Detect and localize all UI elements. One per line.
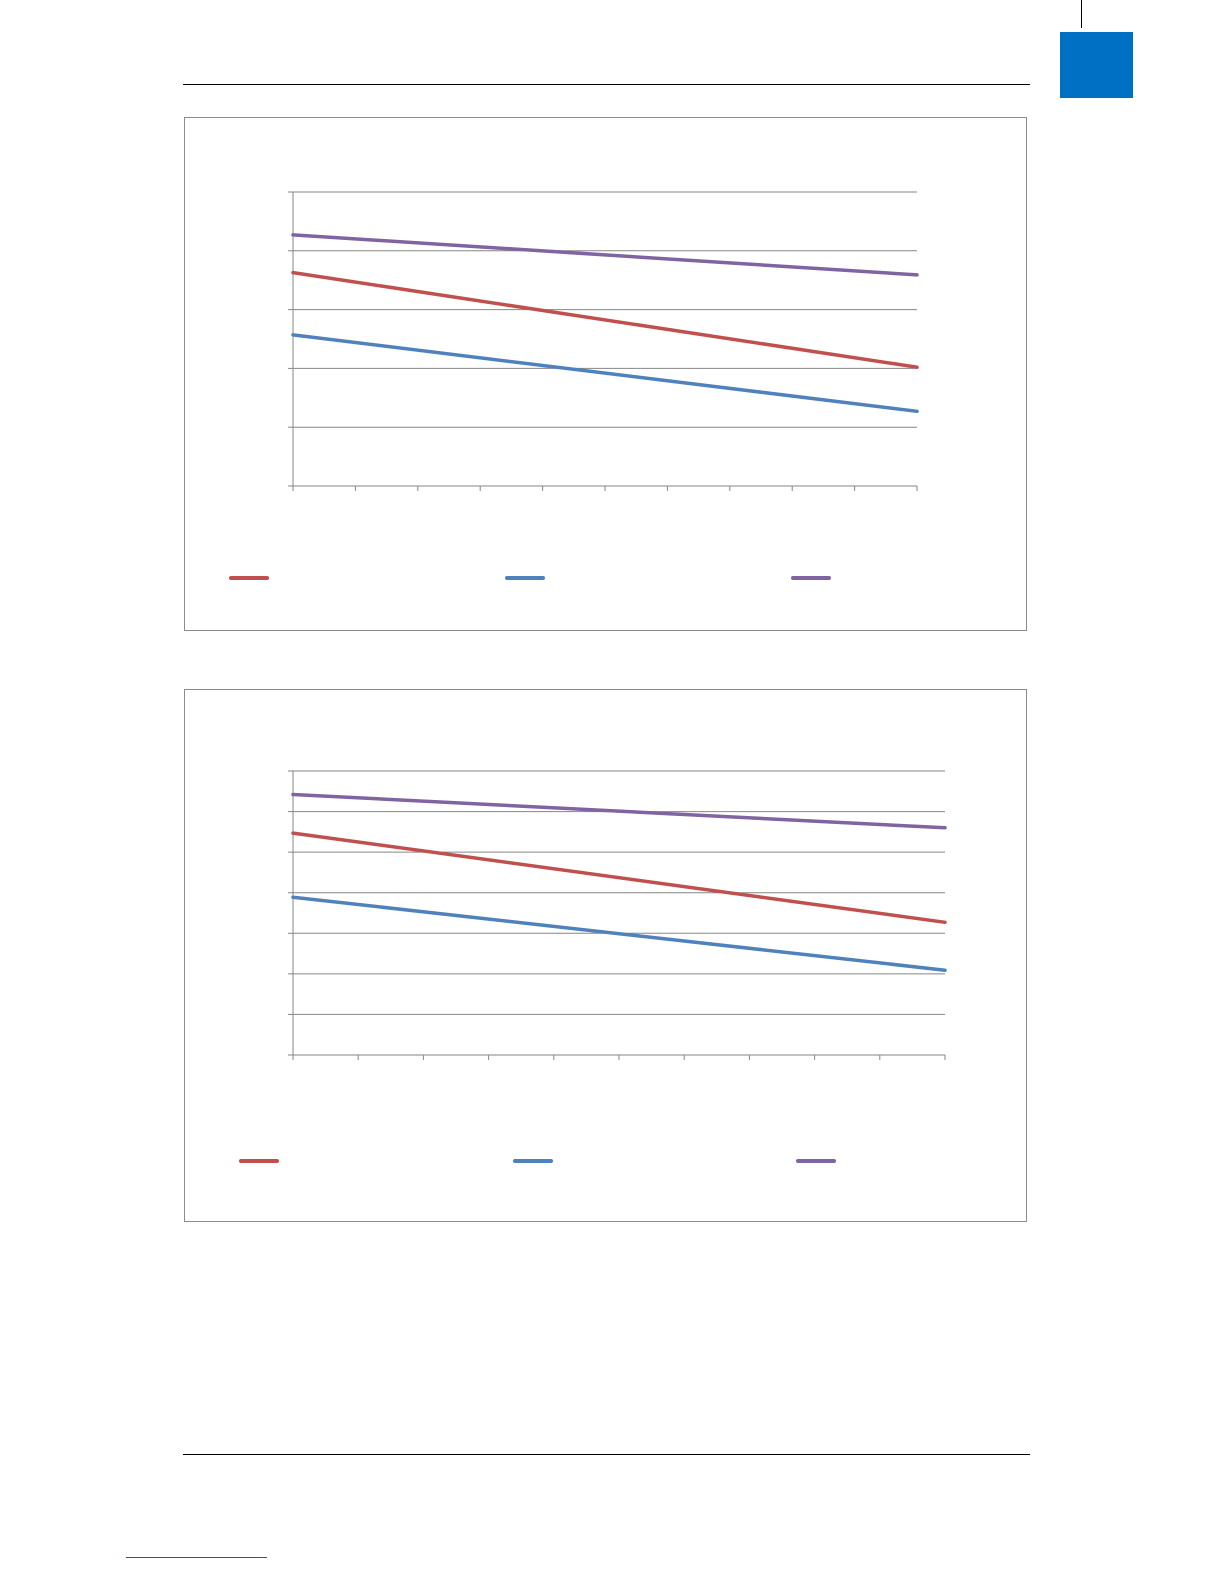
series-line-2 — [291, 895, 947, 972]
series-line-3 — [291, 792, 947, 830]
section-tab-block — [1060, 32, 1133, 98]
footer-link[interactable] — [126, 1557, 267, 1558]
series-line-2 — [291, 333, 919, 414]
series-line-1 — [291, 831, 947, 925]
chart-2-canvas — [239, 770, 947, 1163]
chart-2 — [184, 689, 1027, 1222]
series-line-3 — [291, 233, 919, 277]
page-edge-line — [1081, 0, 1082, 28]
series-line-1 — [291, 270, 919, 369]
header-rule — [183, 84, 1030, 85]
chart-1-canvas — [229, 191, 919, 580]
footer-rule — [183, 1454, 1030, 1455]
chart-1 — [184, 117, 1027, 631]
